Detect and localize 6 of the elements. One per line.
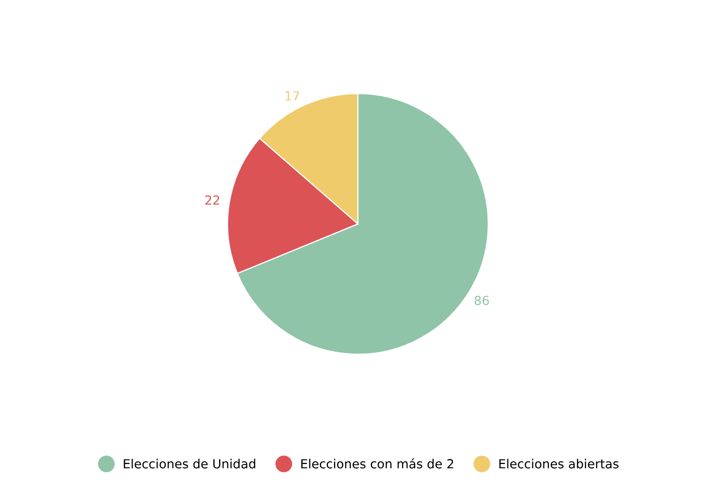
data-label: 17 xyxy=(286,91,300,100)
data-label: 86 xyxy=(474,296,489,306)
legend-label: Elecciones abiertas xyxy=(499,458,619,468)
legend-label: Elecciones con más de 2 xyxy=(301,458,454,468)
legend-label: Elecciones de Unidad xyxy=(124,458,256,468)
data-label: 22 xyxy=(205,195,220,205)
